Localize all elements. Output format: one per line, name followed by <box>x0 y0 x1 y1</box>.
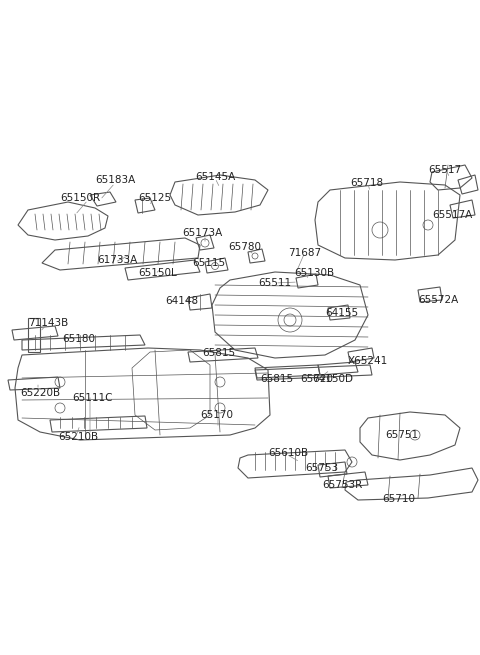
Text: 65210B: 65210B <box>58 432 98 442</box>
Text: 65150L: 65150L <box>138 268 177 278</box>
Text: 65572A: 65572A <box>418 295 458 305</box>
Text: 65220B: 65220B <box>20 388 60 398</box>
Text: 65610B: 65610B <box>268 448 308 458</box>
Text: 65130B: 65130B <box>294 268 334 278</box>
Text: 61733A: 61733A <box>97 255 137 265</box>
Text: 65111C: 65111C <box>72 393 112 403</box>
Text: 65815: 65815 <box>202 348 235 358</box>
Text: 64148: 64148 <box>165 296 198 306</box>
Text: 71687: 71687 <box>288 248 321 258</box>
Text: 65517: 65517 <box>428 165 461 175</box>
Text: 64155: 64155 <box>325 308 358 318</box>
Text: 65150R: 65150R <box>60 193 100 203</box>
Text: 71143B: 71143B <box>28 318 68 328</box>
Text: 65718: 65718 <box>350 178 383 188</box>
Text: 65753: 65753 <box>305 463 338 473</box>
Text: 65753R: 65753R <box>322 480 362 490</box>
Text: 65815: 65815 <box>260 374 293 384</box>
Text: 65115: 65115 <box>192 258 225 268</box>
Text: 65183A: 65183A <box>95 175 135 185</box>
Text: 65511: 65511 <box>258 278 291 288</box>
Text: X65241: X65241 <box>348 356 388 366</box>
Text: 65751: 65751 <box>385 430 418 440</box>
Text: 65125: 65125 <box>138 193 171 203</box>
Text: 65720: 65720 <box>300 374 333 384</box>
Text: 65180: 65180 <box>62 334 95 344</box>
Text: 65145A: 65145A <box>195 172 235 182</box>
Text: 65517A: 65517A <box>432 210 472 220</box>
Text: 65780: 65780 <box>228 242 261 252</box>
Text: 65170: 65170 <box>200 410 233 420</box>
Text: 64150D: 64150D <box>312 374 353 384</box>
Text: 65173A: 65173A <box>182 228 222 238</box>
Text: 65710: 65710 <box>382 494 415 504</box>
